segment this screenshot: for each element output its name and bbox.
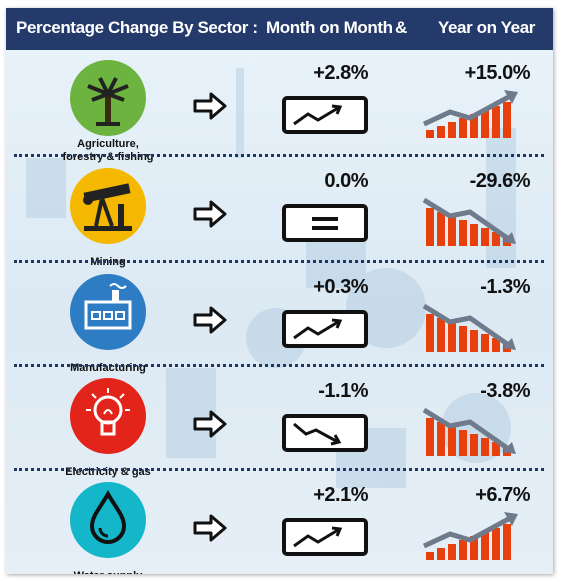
- year-on-year-value: -29.6%: [469, 170, 531, 192]
- sector-row: Electricity & gas -1.1% -3.8%: [6, 370, 553, 478]
- yoy-bar: [503, 524, 511, 560]
- yoy-bar: [492, 338, 500, 352]
- month-on-month-trend-box: [282, 310, 368, 348]
- month-on-month-value: +2.1%: [313, 484, 368, 506]
- yoy-bar: [437, 548, 445, 560]
- yoy-bar: [470, 224, 478, 246]
- arrow-right-icon: [193, 92, 227, 120]
- month-on-month-trend-box: [282, 204, 368, 242]
- month-on-month-title: Month on Month: [266, 18, 393, 37]
- sector-icon-circle: [70, 378, 146, 454]
- infographic: Percentage Change By Sector : Month on M…: [6, 8, 553, 574]
- row-divider: [14, 364, 544, 367]
- yoy-bar: [481, 438, 489, 456]
- sector-row: Manufacturing +0.3% -1.3%: [6, 266, 553, 374]
- yoy-bar: [448, 216, 456, 246]
- year-on-year-value: +6.7%: [475, 484, 530, 506]
- ampersand: &: [395, 18, 408, 37]
- year-on-year-trend-chart: [422, 90, 518, 138]
- yoy-bar: [470, 536, 478, 560]
- month-on-month-trend-box: [282, 96, 368, 134]
- sector-name: Water supply: [26, 570, 190, 574]
- month-on-month-value: -1.1%: [318, 380, 368, 402]
- yoy-bar: [448, 322, 456, 352]
- row-divider: [14, 468, 544, 471]
- sector-icon-circle: [70, 60, 146, 136]
- arrow-right-icon: [193, 410, 227, 438]
- yoy-bar: [492, 232, 500, 246]
- sector-row: Water supply +2.1% +6.7%: [6, 474, 553, 574]
- yoy-bar: [426, 314, 434, 352]
- arrow-right-icon: [193, 514, 227, 542]
- year-on-year-value: -1.3%: [480, 276, 530, 298]
- yoy-bar: [470, 434, 478, 456]
- yoy-bar: [459, 540, 467, 560]
- palm-tree-icon: [87, 77, 129, 126]
- sector-icon-circle: [70, 168, 146, 244]
- sector-row: Mining 0.0% -29.6%: [6, 160, 553, 268]
- sector-row: Agriculture, forestry & fishing +2.8% +15.…: [6, 52, 553, 163]
- yoy-bar: [426, 418, 434, 456]
- row-divider: [14, 260, 544, 263]
- yoy-bar: [426, 130, 434, 138]
- month-on-month-value: 0.0%: [324, 170, 368, 192]
- month-on-month-value: +2.8%: [313, 62, 368, 84]
- month-on-month-value: +0.3%: [313, 276, 368, 298]
- yoy-bar: [481, 228, 489, 246]
- sector-icon-circle: [70, 274, 146, 350]
- oil-pump-icon: [83, 183, 132, 231]
- yoy-bar: [492, 442, 500, 456]
- year-on-year-trend-chart: [422, 197, 516, 246]
- year-on-year-trend-chart: [422, 512, 518, 560]
- year-on-year-trend-chart: [422, 407, 516, 456]
- light-bulb-icon: [86, 388, 130, 436]
- yoy-bar: [437, 318, 445, 352]
- yoy-bar: [481, 334, 489, 352]
- yoy-bar: [459, 220, 467, 246]
- yoy-bar: [459, 326, 467, 352]
- year-on-year-value: +15.0%: [464, 62, 531, 84]
- yoy-bar: [492, 528, 500, 560]
- yoy-bar: [437, 422, 445, 456]
- yoy-bar: [437, 212, 445, 246]
- factory-icon: [84, 283, 132, 330]
- arrow-right-icon: [193, 306, 227, 334]
- yoy-bar: [459, 430, 467, 456]
- yoy-bar: [448, 122, 456, 138]
- yoy-bar: [448, 426, 456, 456]
- yoy-bar: [437, 126, 445, 138]
- yoy-bar: [481, 110, 489, 138]
- sector-icon-circle: [70, 482, 146, 558]
- year-on-year-value: -3.8%: [480, 380, 530, 402]
- year-on-year-title: Year on Year: [438, 18, 535, 37]
- row-divider: [14, 154, 544, 157]
- yoy-bar: [503, 102, 511, 138]
- yoy-bar: [459, 118, 467, 138]
- header-bar: Percentage Change By Sector : Month on M…: [6, 8, 553, 50]
- arrow-right-icon: [193, 200, 227, 228]
- yoy-bar: [470, 114, 478, 138]
- yoy-bar: [448, 544, 456, 560]
- yoy-bar: [426, 208, 434, 246]
- yoy-bar: [481, 532, 489, 560]
- month-on-month-trend-box: [282, 414, 368, 452]
- year-on-year-trend-chart: [422, 303, 516, 352]
- yoy-bar: [426, 552, 434, 560]
- yoy-bar: [470, 330, 478, 352]
- sector-column-title: Percentage Change By Sector :: [16, 18, 258, 37]
- month-on-month-trend-box: [282, 518, 368, 556]
- yoy-bar: [492, 106, 500, 138]
- water-drop-icon: [89, 489, 127, 544]
